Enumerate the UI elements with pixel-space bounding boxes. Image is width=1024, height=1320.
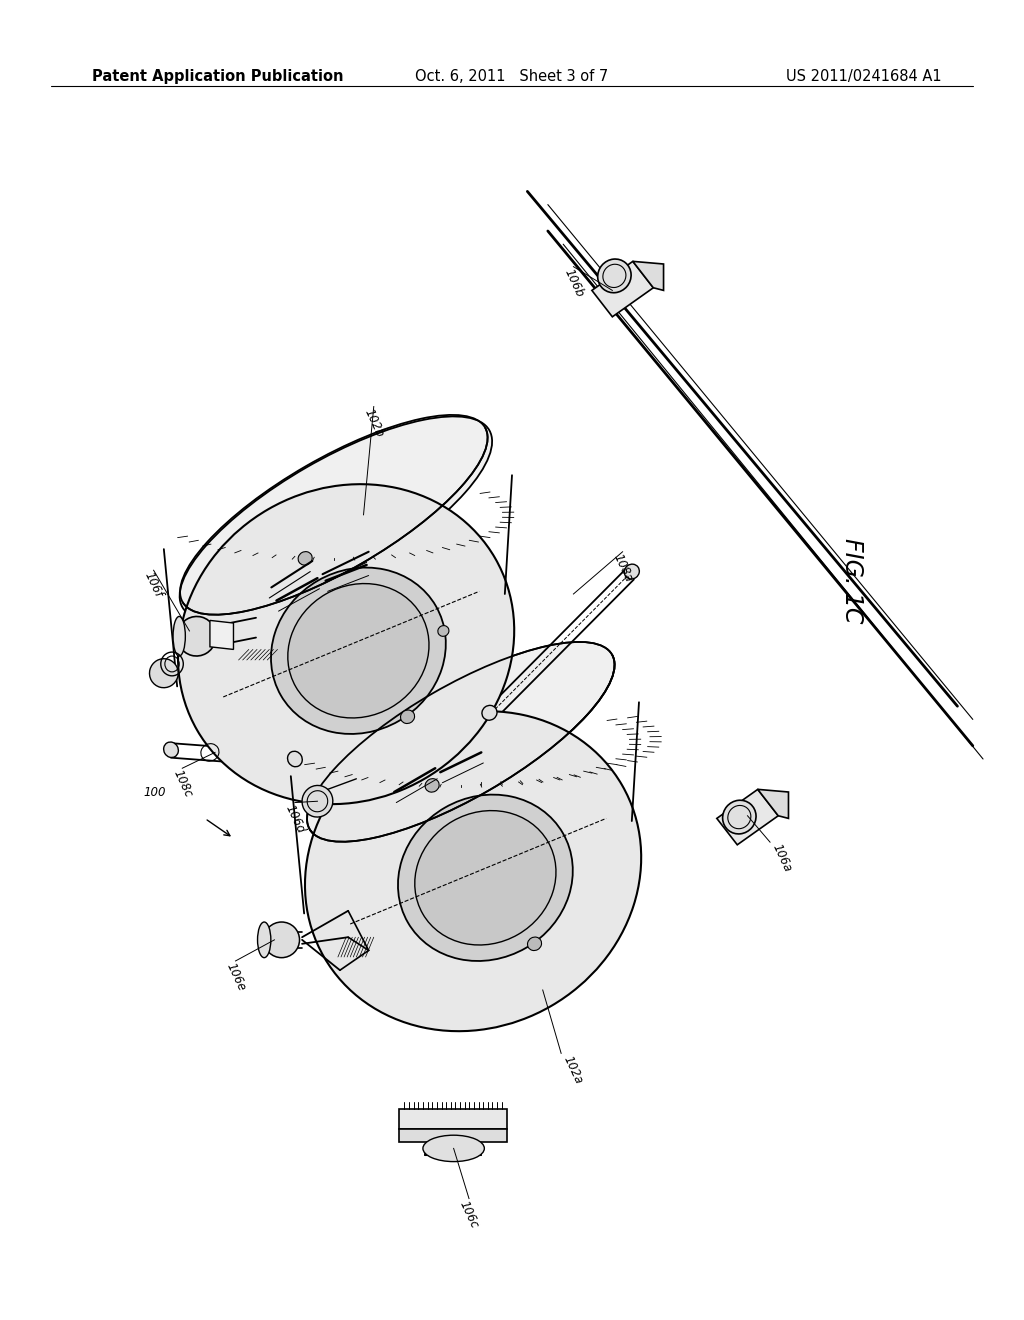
Ellipse shape — [307, 642, 614, 842]
Polygon shape — [399, 1109, 507, 1129]
Ellipse shape — [425, 779, 439, 792]
Ellipse shape — [178, 484, 514, 804]
Polygon shape — [399, 1129, 507, 1142]
Ellipse shape — [298, 552, 312, 565]
Ellipse shape — [625, 564, 639, 579]
Text: 106e: 106e — [223, 961, 248, 994]
Text: US 2011/0241684 A1: US 2011/0241684 A1 — [786, 69, 942, 83]
Text: 100: 100 — [143, 785, 166, 799]
Ellipse shape — [258, 921, 270, 957]
Ellipse shape — [271, 568, 445, 734]
Ellipse shape — [415, 810, 556, 945]
Ellipse shape — [264, 921, 300, 957]
Ellipse shape — [723, 800, 756, 834]
Ellipse shape — [164, 742, 178, 758]
Ellipse shape — [598, 259, 631, 293]
Polygon shape — [210, 620, 233, 649]
Ellipse shape — [173, 616, 185, 656]
Polygon shape — [592, 261, 653, 317]
Ellipse shape — [305, 711, 641, 1031]
Ellipse shape — [423, 1135, 484, 1162]
Polygon shape — [717, 789, 778, 845]
Ellipse shape — [398, 795, 572, 961]
Ellipse shape — [527, 937, 542, 950]
Polygon shape — [633, 261, 664, 290]
Text: 108c: 108c — [170, 768, 195, 800]
Ellipse shape — [438, 626, 449, 636]
Polygon shape — [758, 789, 788, 818]
Ellipse shape — [177, 616, 216, 656]
Text: 102a: 102a — [561, 1053, 586, 1086]
Text: 106b: 106b — [561, 267, 586, 300]
Ellipse shape — [150, 659, 178, 688]
Ellipse shape — [400, 710, 415, 723]
Ellipse shape — [288, 751, 302, 767]
Text: 106a: 106a — [770, 842, 795, 875]
Ellipse shape — [179, 416, 493, 622]
Text: 106c: 106c — [457, 1199, 481, 1230]
Text: 108a: 108a — [610, 552, 635, 585]
Text: Patent Application Publication: Patent Application Publication — [92, 69, 344, 83]
Text: 106f: 106f — [142, 570, 165, 599]
Ellipse shape — [288, 583, 429, 718]
Text: 106d: 106d — [283, 803, 307, 836]
Text: FIG. 1C: FIG. 1C — [840, 539, 864, 623]
Ellipse shape — [302, 785, 333, 817]
Ellipse shape — [482, 705, 497, 721]
Text: Oct. 6, 2011   Sheet 3 of 7: Oct. 6, 2011 Sheet 3 of 7 — [416, 69, 608, 83]
Text: 102b: 102b — [361, 407, 386, 440]
